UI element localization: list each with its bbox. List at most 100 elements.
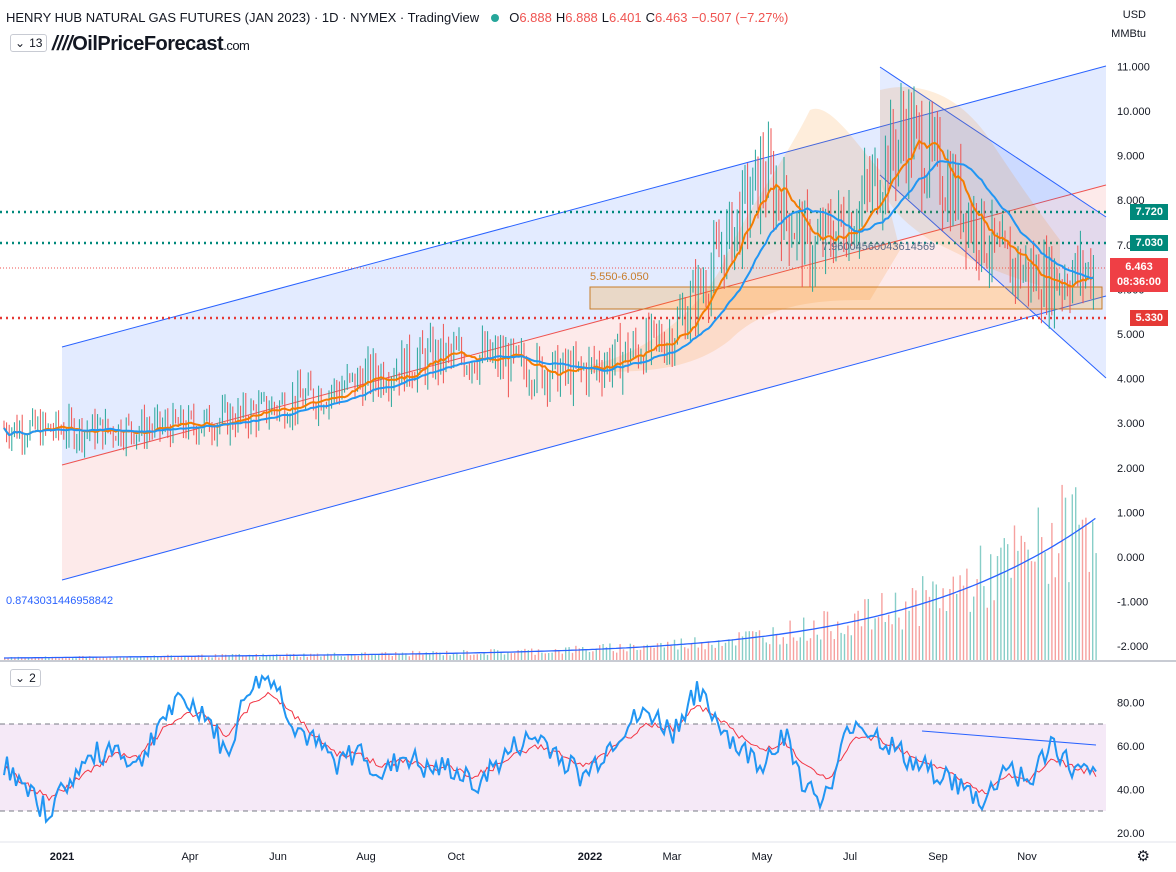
volume-bar [1037, 507, 1039, 660]
volume-bar [99, 656, 101, 660]
volume-bars [4, 484, 1097, 660]
volume-bar [809, 638, 812, 660]
volume-bar [755, 631, 757, 660]
rsi-indicator-count: 2 [29, 671, 36, 685]
volume-bar [463, 649, 465, 660]
volume-bar [1054, 577, 1056, 660]
volume-bar [133, 657, 135, 660]
volume-bar [1078, 524, 1080, 660]
symbol-title[interactable]: HENRY HUB NATURAL GAS FUTURES (JAN 2023)… [6, 10, 480, 25]
volume-bar [323, 654, 325, 660]
volume-bar [1088, 571, 1090, 660]
volume-bar [772, 627, 774, 660]
volume-bar [942, 588, 944, 660]
volume-bar [344, 656, 346, 660]
market-status-dot [491, 13, 500, 22]
price-bars [3, 82, 1094, 458]
volume-bar [578, 648, 580, 660]
volume-bar [1020, 535, 1022, 660]
rsi-line [3, 673, 1097, 825]
volume-bar [146, 656, 149, 660]
volume-bar [935, 584, 937, 660]
channel-mid-line [61, 184, 1107, 466]
volume-bar [983, 586, 985, 660]
price-axis-tick-label: 9.000 [1117, 151, 1145, 163]
currency-label[interactable]: USD [1122, 9, 1146, 21]
volume-bar [184, 656, 186, 660]
volume-bar [313, 654, 315, 660]
close-value: 6.463 [654, 10, 688, 25]
volume-bar [1071, 494, 1073, 660]
volume-bar [612, 651, 614, 660]
volume-bar [1034, 561, 1036, 660]
volume-bar [582, 646, 584, 660]
volume-bar [619, 644, 621, 660]
volume-bar [435, 651, 438, 660]
high-value: 6.888 [565, 10, 598, 25]
volume-bar [993, 600, 995, 660]
volume-bar [255, 654, 257, 660]
volume-bar [371, 654, 373, 660]
volume-bar [24, 657, 26, 660]
volume-bar [262, 653, 264, 660]
price-axis-tick-label: -1.000 [1117, 597, 1148, 609]
volume-bar [1092, 521, 1094, 660]
unit-label[interactable]: MMBtu [1111, 28, 1146, 40]
volume-bar [259, 656, 261, 660]
open-label: O [509, 10, 520, 25]
volume-bar [269, 655, 271, 660]
volume-bar [905, 601, 907, 660]
volume-bar [956, 593, 958, 660]
indicator-collapse-button[interactable]: ⌄ 13 [10, 34, 48, 52]
volume-bar [616, 652, 618, 660]
volume-bar [704, 649, 706, 660]
volume-bar [299, 656, 302, 660]
volume-bar [1075, 487, 1077, 660]
volume-bar [826, 611, 829, 660]
logo-suffix: .com [223, 38, 250, 53]
settings-gear-icon[interactable]: ⚙ [1136, 848, 1150, 865]
channel-upper-fill [62, 66, 1106, 465]
volume-bar [245, 655, 247, 660]
volume-bar [915, 590, 917, 660]
volume-bar [823, 611, 825, 660]
volume-bar [449, 655, 451, 660]
rsi-band [0, 724, 1106, 811]
volume-bar [337, 655, 339, 660]
volume-bar [643, 645, 645, 660]
low-value: 6.401 [609, 10, 642, 25]
volume-bar [599, 645, 601, 660]
volume-bar [82, 655, 84, 660]
volume-bar [395, 652, 397, 660]
rsi-divergence-line [921, 730, 1097, 746]
volume-bar [408, 656, 410, 660]
volume-bar [605, 647, 608, 660]
volume-bar [503, 654, 506, 660]
volume-bar [384, 652, 387, 660]
volume-bar [952, 576, 954, 660]
volume-bar [568, 647, 570, 660]
volume-bar [218, 657, 220, 660]
volume-bar [1068, 582, 1070, 660]
volume-bar [310, 653, 312, 660]
line-value-label: 0.8743031446958842 [6, 595, 113, 607]
volume-bar [874, 618, 876, 660]
volume-bar [388, 653, 390, 660]
rsi-axis-tick-label: 80.00 [1117, 697, 1145, 709]
volume-bar [1003, 538, 1005, 660]
volume-bar [167, 654, 169, 660]
volume-bar [622, 649, 625, 660]
volume-bar [911, 588, 914, 660]
volume-bar [140, 656, 142, 660]
volume-bar [531, 648, 533, 660]
rsi-collapse-button[interactable]: ⌄ 2 [10, 669, 41, 687]
rsi-axis-tick-label: 60.00 [1117, 741, 1145, 753]
ohlc-change: −0.507 (−7.27%) [691, 10, 789, 25]
volume-bar [694, 637, 696, 660]
volume-bar [575, 645, 577, 660]
volume-bar [663, 647, 665, 660]
volume-bar [75, 658, 77, 660]
volume-bar [650, 647, 652, 660]
volume-bar [14, 657, 16, 660]
